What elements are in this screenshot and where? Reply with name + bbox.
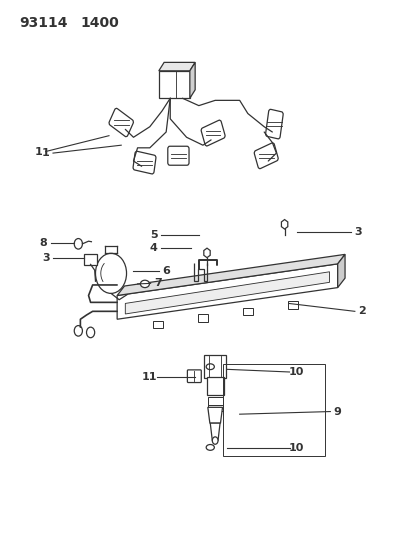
FancyBboxPatch shape xyxy=(153,321,162,328)
FancyBboxPatch shape xyxy=(254,143,278,168)
Text: 1: 1 xyxy=(42,148,50,158)
FancyBboxPatch shape xyxy=(159,71,190,98)
Polygon shape xyxy=(337,254,344,288)
FancyBboxPatch shape xyxy=(287,302,297,309)
FancyBboxPatch shape xyxy=(109,108,133,137)
Polygon shape xyxy=(117,264,337,319)
Text: 3: 3 xyxy=(42,253,50,263)
FancyBboxPatch shape xyxy=(207,397,222,405)
Text: 11: 11 xyxy=(142,372,157,382)
FancyBboxPatch shape xyxy=(133,151,156,174)
Circle shape xyxy=(212,437,218,444)
FancyBboxPatch shape xyxy=(201,120,225,146)
Polygon shape xyxy=(117,254,344,295)
Circle shape xyxy=(95,253,126,293)
Ellipse shape xyxy=(206,445,214,450)
Text: 7: 7 xyxy=(154,278,161,288)
Polygon shape xyxy=(159,62,195,71)
FancyBboxPatch shape xyxy=(187,370,201,383)
Polygon shape xyxy=(125,272,329,314)
Text: 9: 9 xyxy=(333,407,341,417)
Polygon shape xyxy=(210,423,220,441)
Polygon shape xyxy=(281,220,287,229)
Text: 10: 10 xyxy=(288,367,304,377)
Text: 2: 2 xyxy=(358,306,365,316)
Text: 93114: 93114 xyxy=(19,16,67,30)
Circle shape xyxy=(74,326,82,336)
FancyBboxPatch shape xyxy=(84,254,97,265)
Circle shape xyxy=(86,327,95,338)
FancyBboxPatch shape xyxy=(204,355,225,378)
Text: 5: 5 xyxy=(150,230,157,240)
Text: 10: 10 xyxy=(288,443,304,454)
Text: 1400: 1400 xyxy=(80,16,119,30)
Text: 3: 3 xyxy=(354,227,361,237)
Text: 8: 8 xyxy=(40,238,47,248)
FancyBboxPatch shape xyxy=(207,403,222,411)
FancyBboxPatch shape xyxy=(242,308,252,315)
Polygon shape xyxy=(203,248,210,257)
FancyBboxPatch shape xyxy=(197,314,207,322)
Polygon shape xyxy=(190,62,195,98)
FancyBboxPatch shape xyxy=(167,146,189,165)
Text: 4: 4 xyxy=(150,243,157,253)
FancyBboxPatch shape xyxy=(265,109,282,139)
Text: 6: 6 xyxy=(162,266,170,276)
Ellipse shape xyxy=(206,364,214,369)
Polygon shape xyxy=(207,407,222,423)
Circle shape xyxy=(74,239,82,249)
FancyBboxPatch shape xyxy=(206,377,223,395)
Ellipse shape xyxy=(140,280,149,288)
Text: 1: 1 xyxy=(35,147,43,157)
